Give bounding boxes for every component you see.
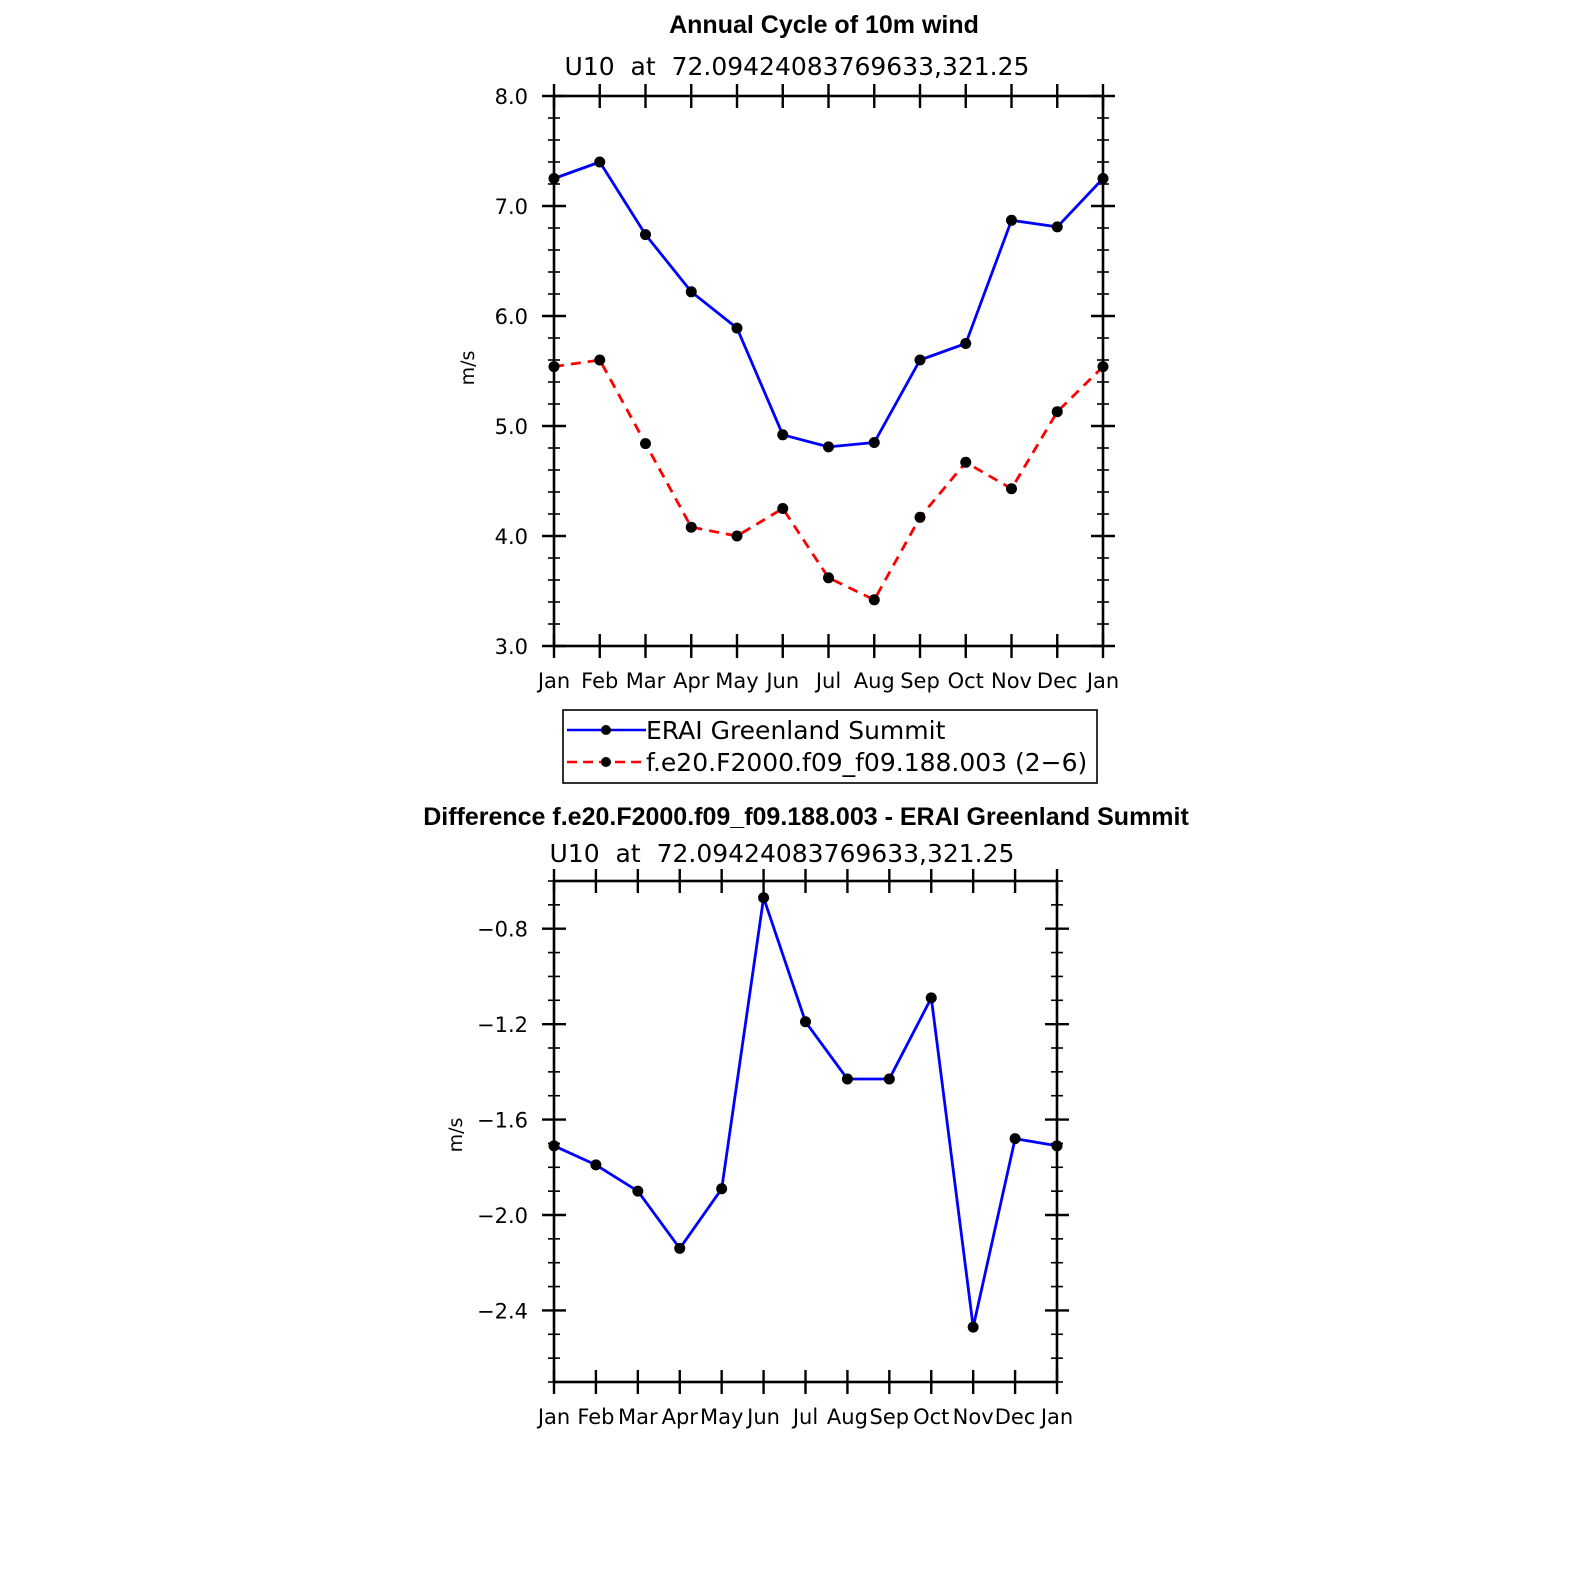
x-tick-label: Nov: [953, 1405, 994, 1429]
series-1-point: [925, 992, 937, 1004]
series-1-point: [731, 322, 743, 334]
series-1-point: [640, 229, 651, 241]
series-1-point: [800, 1016, 811, 1028]
series-1-point: [1051, 221, 1063, 233]
y-tick-label: 5.0: [495, 415, 528, 439]
series-1-point: [841, 1073, 853, 1085]
x-tick-label: Jul: [814, 669, 841, 693]
y-tick-label: −1.2: [477, 1013, 528, 1037]
plot-area: 3.0 4.0 5.0 6.0 7.0 8.0 Jan Feb Mar Apr May Jun Jul A…: [495, 84, 1119, 693]
series-1-point: [548, 1140, 560, 1152]
series-1-point: [914, 354, 926, 366]
x-tick-label: Jul: [791, 1405, 818, 1429]
x-tick-label: Feb: [581, 669, 618, 693]
plot-frame: [552, 879, 1059, 1384]
legend-marker-model: [601, 757, 611, 767]
series-1-point: [548, 173, 560, 184]
y-axis-label: m/s: [457, 351, 479, 386]
series-2-point: [868, 594, 880, 606]
series-2-point: [777, 503, 789, 514]
x-tick-label: Aug: [854, 669, 895, 693]
series-1-point: [685, 286, 697, 298]
x-tick-label: Oct: [913, 1405, 949, 1429]
series-1-point: [1051, 1140, 1063, 1152]
x-tick-label: Mar: [626, 669, 666, 693]
y-tick-label: −2.4: [477, 1299, 528, 1323]
x-tick-label: Dec: [995, 1405, 1036, 1429]
x-tick-label: Nov: [991, 669, 1032, 693]
series-2-point: [685, 521, 697, 533]
x-tick-label: Jan: [1039, 1405, 1073, 1429]
chart-title: Annual Cycle of 10m wind: [669, 11, 979, 39]
y-tick-label: −0.8: [477, 918, 528, 942]
x-tick-label: Jan: [1085, 669, 1119, 693]
series-1-point: [967, 1321, 979, 1333]
legend-box: [562, 709, 1098, 784]
legend-label-model: f.e20.F2000.f09_f09.188.003 (2−6): [646, 748, 1087, 777]
series-1-point: [590, 1159, 602, 1171]
series-1-point: [716, 1183, 728, 1195]
chart-subtitle: U10 at 72.09424083769633,321.25: [550, 839, 1015, 868]
y-tick-label: 4.0: [495, 525, 528, 549]
series-1-point: [777, 429, 789, 441]
y-tick-label: 3.0: [495, 635, 528, 659]
series-1-point: [823, 441, 834, 453]
series-line-2: [553, 358, 1104, 602]
chart-subtitle: U10 at 72.09424083769633,321.25: [565, 52, 1030, 81]
series-2-point: [960, 456, 972, 468]
series-2-point: [731, 530, 743, 542]
series-2-point: [914, 511, 926, 523]
x-tick-label: Dec: [1037, 669, 1078, 693]
x-tick-label: Jun: [764, 669, 799, 693]
series-1-point: [960, 338, 972, 349]
difference-chart: Difference f.e20.F2000.f09_f09.188.003 -…: [423, 803, 1189, 1429]
series-1-point: [1009, 1133, 1021, 1145]
series-1-point: [674, 1242, 686, 1254]
series-line-1: [553, 896, 1058, 1329]
annual-cycle-chart: Annual Cycle of 10m wind U10 at 72.09424…: [457, 11, 1119, 784]
x-tick-label: Apr: [662, 1405, 699, 1429]
series-2-point: [594, 354, 606, 366]
legend-marker-erai: [601, 725, 611, 735]
series-2-point: [823, 572, 834, 584]
x-tick-label: Aug: [827, 1405, 868, 1429]
x-tick-label: Mar: [618, 1405, 658, 1429]
y-tick-label: −1.6: [477, 1109, 528, 1133]
series-1-point: [1006, 214, 1017, 226]
x-tick-label: Apr: [673, 669, 710, 693]
x-tick-label: Jan: [536, 1405, 570, 1429]
x-tick-label: May: [715, 669, 758, 693]
series-2-point: [1097, 361, 1109, 373]
series-1-point: [632, 1185, 644, 1197]
x-tick-label: May: [700, 1405, 743, 1429]
x-tick-label: Sep: [870, 1405, 910, 1429]
legend-label-erai: ERAI Greenland Summit: [646, 716, 946, 745]
x-tick-label: Jun: [745, 1405, 780, 1429]
series-2-point: [548, 361, 560, 373]
series-2-point: [1051, 406, 1063, 418]
series-1-point: [1097, 173, 1109, 184]
plot-frame: [552, 94, 1105, 648]
y-tick-label: 7.0: [495, 195, 528, 219]
x-tick-label: Sep: [900, 669, 940, 693]
series-1-point: [594, 156, 606, 168]
x-tick-label: Feb: [577, 1405, 614, 1429]
plot-area: −2.4 −2.0 −1.6 −1.2 −0.8 Jan Feb Mar Apr May Jun Ju…: [477, 869, 1073, 1429]
chart-title: Difference f.e20.F2000.f09_f09.188.003 -…: [423, 803, 1189, 831]
y-tick-label: 8.0: [495, 85, 528, 109]
y-axis-label: m/s: [445, 1118, 467, 1153]
series-2-point: [1006, 483, 1017, 495]
x-tick-label: Oct: [948, 669, 984, 693]
series-line-1: [553, 160, 1105, 449]
series-2-point: [640, 438, 651, 450]
x-tick-label: Jan: [536, 669, 570, 693]
legend: ERAI Greenland Summit f.e20.F2000.f09_f0…: [562, 709, 1098, 784]
y-tick-label: −2.0: [477, 1204, 528, 1228]
series-1-point: [868, 437, 880, 448]
series-1-point: [883, 1073, 895, 1085]
y-tick-label: 6.0: [495, 305, 528, 329]
series-1-point: [758, 892, 770, 904]
